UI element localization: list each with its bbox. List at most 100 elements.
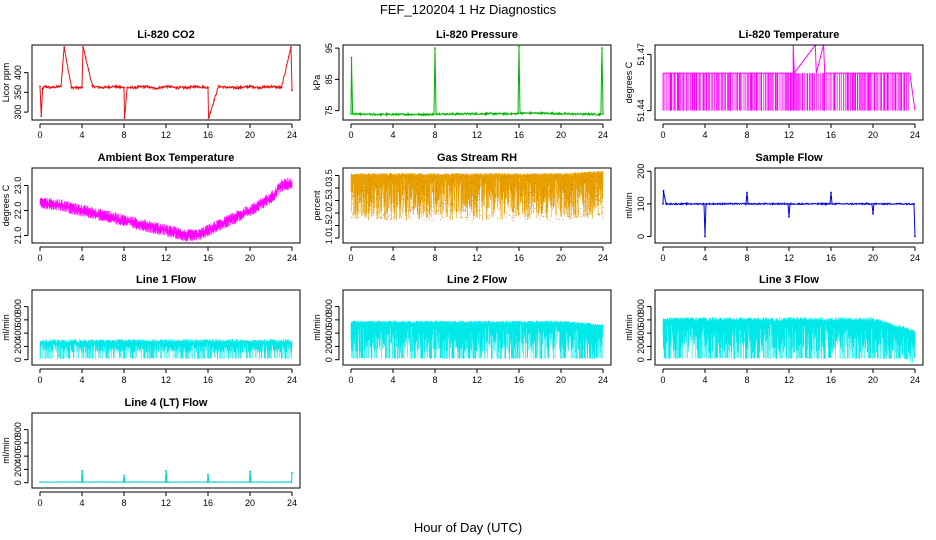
panel-title: Line 4 (LT) Flow (125, 397, 208, 409)
data-point (207, 473, 209, 476)
data-point (60, 85, 62, 88)
data-point (913, 203, 915, 205)
x-tick-label: 4 (390, 375, 395, 385)
data-point (434, 47, 436, 49)
plot-frame (31, 412, 301, 489)
panel-title: Ambient Box Temperature (98, 152, 235, 164)
data-point (80, 481, 83, 483)
data-point (476, 112, 478, 115)
data-layer (350, 170, 604, 221)
data-point (123, 86, 125, 89)
series-line (39, 46, 293, 120)
panel-6: Sample Flow ml/min 0 4 8 12 16 20 24 0 100 200 (624, 152, 924, 263)
plot-frame (654, 44, 924, 121)
data-point (154, 87, 157, 90)
x-tick-label: 24 (598, 253, 608, 263)
data-point (787, 203, 789, 205)
plot-frame (654, 167, 924, 244)
y-tick-label: 75 (324, 106, 334, 116)
data-point (435, 112, 437, 115)
x-tick-label: 12 (784, 130, 794, 140)
y-tick-label: 400 (13, 449, 23, 464)
data-point (165, 85, 167, 88)
y-tick-label: 0 (13, 357, 23, 362)
series-band (662, 317, 916, 364)
x-tick-label: 20 (245, 375, 255, 385)
x-axis: 0 4 8 12 16 20 24 (37, 491, 297, 508)
data-point (133, 86, 136, 89)
y-axis: 0 100 200 (636, 164, 652, 239)
data-point (82, 481, 84, 483)
y-axis-label: degrees C (1, 184, 11, 226)
data-point (238, 86, 241, 89)
data-point (49, 86, 52, 89)
panel-2: Li-820 Pressure kPa 0 4 8 12 16 20 24 75 85 95 (312, 29, 612, 140)
series-band (39, 339, 293, 359)
data-point (63, 46, 66, 48)
data-point (186, 86, 188, 89)
y-tick-label: 600 (13, 435, 23, 450)
y-axis: 300 350 400 (13, 65, 29, 120)
x-tick-label: 4 (79, 498, 84, 508)
y-tick-label: 85 (324, 74, 334, 84)
x-tick-label: 20 (868, 253, 878, 263)
data-point (518, 45, 520, 48)
data-point (746, 191, 748, 194)
x-tick-label: 20 (556, 130, 566, 140)
x-tick-label: 8 (121, 253, 126, 263)
data-point (217, 85, 220, 88)
data-point (40, 115, 43, 117)
y-tick-label: 800 (324, 299, 334, 314)
data-point (207, 86, 209, 89)
x-tick-label: 8 (744, 253, 749, 263)
data-layer (662, 317, 916, 364)
y-axis-label: kPa (312, 75, 322, 91)
data-point (788, 216, 790, 218)
x-tick-label: 20 (868, 130, 878, 140)
panel-title: Sample Flow (755, 152, 823, 164)
x-tick-label: 16 (826, 130, 836, 140)
data-point (81, 469, 83, 472)
x-tick-label: 24 (287, 375, 297, 385)
y-tick-label: 400 (13, 326, 23, 341)
x-tick-label: 12 (784, 375, 794, 385)
y-axis-label: degrees C (624, 61, 634, 103)
plot-frame (342, 167, 612, 244)
x-tick-label: 4 (702, 130, 707, 140)
data-layer (39, 469, 293, 483)
x-tick-label: 24 (287, 130, 297, 140)
plot-frame (31, 44, 301, 121)
x-tick-label: 20 (245, 498, 255, 508)
x-tick-label: 16 (203, 253, 213, 263)
x-tick-label: 16 (203, 498, 213, 508)
data-point (123, 474, 125, 477)
data-point (519, 112, 521, 114)
x-tick-label: 4 (390, 130, 395, 140)
data-point (351, 112, 354, 115)
panel-title: Gas Stream RH (437, 152, 517, 164)
x-tick-label: 12 (784, 253, 794, 263)
data-layer (662, 45, 916, 111)
x-axis: 0 4 8 12 16 20 24 (37, 368, 297, 385)
y-tick-label: 400 (324, 326, 334, 341)
x-axis: 0 4 8 12 16 20 24 (660, 246, 920, 263)
series-transitions (662, 73, 909, 111)
panel-9: Line 3 Flow ml/min 0 4 8 12 16 20 24 0 20040060080… (624, 274, 924, 385)
data-point (250, 481, 253, 483)
x-tick-label: 0 (37, 130, 42, 140)
data-point (601, 47, 603, 49)
data-point (290, 46, 292, 48)
data-point (360, 113, 363, 116)
plot-frame (654, 289, 924, 366)
y-axis-label: ml/min (1, 437, 11, 464)
y-tick-label: 600 (13, 312, 23, 327)
x-tick-label: 24 (287, 253, 297, 263)
plot-frame (31, 167, 301, 244)
y-axis: 1.01.52.02.53.03.5 (324, 169, 340, 244)
series-points (351, 173, 604, 221)
y-axis: 21.0 22.0 23.0 (13, 177, 29, 244)
